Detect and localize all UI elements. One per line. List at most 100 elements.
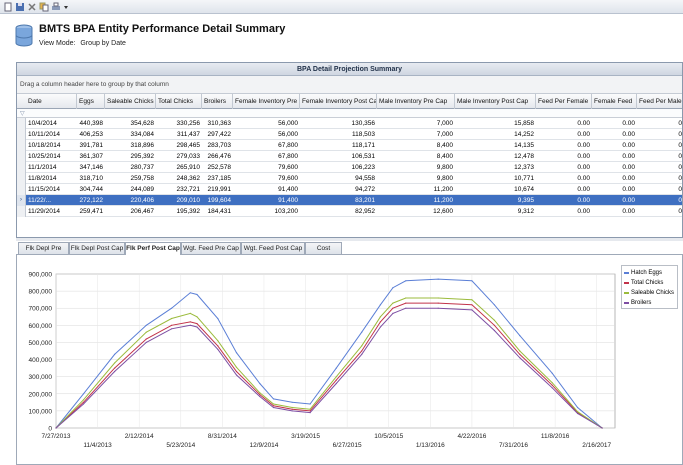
table-cell[interactable]: 248,362 — [176, 175, 201, 182]
table-cell[interactable]: 0 — [678, 208, 682, 215]
table-cell[interactable]: 9,800 — [436, 175, 453, 182]
table-row[interactable]: 10/11/2014 406,253 334,084 311,437 297,422 56… — [17, 129, 682, 140]
table-cell[interactable]: 0.00 — [622, 164, 635, 171]
table-cell[interactable]: 0.00 — [622, 175, 635, 182]
table-cell[interactable]: 0.00 — [577, 131, 590, 138]
column-header[interactable]: Female Feed — [592, 94, 637, 109]
column-header[interactable]: Eggs — [77, 94, 105, 109]
table-cell[interactable]: 118,171 — [351, 142, 375, 149]
table-cell[interactable]: 272,122 — [79, 197, 104, 204]
table-cell[interactable]: 79,600 — [278, 175, 298, 182]
splitter[interactable] — [16, 238, 683, 241]
table-cell[interactable]: 219,991 — [207, 186, 232, 193]
tab[interactable]: Cost — [305, 242, 342, 254]
table-cell[interactable]: 67,800 — [278, 153, 298, 160]
row-indicator[interactable]: › — [17, 195, 26, 206]
table-cell[interactable]: 440,398 — [79, 120, 104, 127]
table-cell[interactable]: 0.00 — [622, 186, 635, 193]
table-cell[interactable]: 11/22/... — [28, 197, 52, 204]
row-indicator[interactable] — [17, 140, 26, 151]
table-cell[interactable]: 310,363 — [207, 120, 232, 127]
table-cell[interactable]: 0 — [678, 142, 682, 149]
table-cell[interactable]: 283,703 — [207, 142, 232, 149]
table-cell[interactable]: 106,223 — [351, 164, 376, 171]
new-icon[interactable] — [3, 2, 13, 12]
table-cell[interactable]: 232,721 — [176, 186, 201, 193]
column-header[interactable]: Female Inventory Post Cap — [300, 94, 377, 109]
table-cell[interactable]: 318,896 — [130, 142, 155, 149]
table-cell[interactable]: 0 — [678, 120, 682, 127]
table-cell[interactable]: 195,392 — [176, 208, 201, 215]
table-cell[interactable]: 0.00 — [577, 197, 590, 204]
tab[interactable]: Wgt. Feed Pre Cap — [181, 242, 241, 254]
table-cell[interactable]: 406,253 — [79, 131, 104, 138]
save-icon[interactable] — [15, 2, 25, 12]
table-cell[interactable]: 11/29/2014 — [28, 208, 61, 215]
row-indicator[interactable] — [17, 162, 26, 173]
column-header[interactable]: Saleable Chicks — [105, 94, 156, 109]
table-cell[interactable]: 259,758 — [130, 175, 155, 182]
table-cell[interactable]: 8,400 — [436, 153, 453, 160]
table-row[interactable]: 11/1/2014 347,146 280,737 265,910 252,578 79,… — [17, 162, 682, 173]
table-cell[interactable]: 361,307 — [79, 153, 104, 160]
table-cell[interactable]: 9,800 — [436, 164, 453, 171]
table-cell[interactable]: 0.00 — [577, 186, 590, 193]
table-cell[interactable]: 7,000 — [436, 131, 453, 138]
table-cell[interactable]: 106,531 — [351, 153, 376, 160]
filter-icon[interactable]: ▽ — [20, 111, 25, 117]
table-row[interactable]: 10/4/2014 440,398 354,628 330,256 310,363 56,… — [17, 118, 682, 129]
column-header[interactable]: Feed Per Female — [536, 94, 592, 109]
table-cell[interactable]: 244,089 — [130, 186, 155, 193]
table-cell[interactable]: 265,910 — [176, 164, 201, 171]
table-cell[interactable]: 280,737 — [130, 164, 155, 171]
table-cell[interactable]: 94,558 — [355, 175, 375, 182]
row-indicator[interactable] — [17, 118, 26, 129]
table-cell[interactable]: 209,010 — [176, 197, 201, 204]
table-cell[interactable]: 298,465 — [176, 142, 201, 149]
table-cell[interactable]: 82,952 — [355, 208, 375, 215]
table-cell[interactable]: 0 — [678, 197, 682, 204]
table-cell[interactable]: 0.00 — [577, 120, 590, 127]
table-cell[interactable]: 0.00 — [622, 120, 635, 127]
table-cell[interactable]: 9,395 — [517, 197, 534, 204]
table-cell[interactable]: 220,406 — [130, 197, 155, 204]
table-cell[interactable]: 0 — [678, 131, 682, 138]
table-cell[interactable]: 354,628 — [130, 120, 155, 127]
table-row[interactable]: 11/15/2014 304,744 244,089 232,721 219,991 91… — [17, 184, 682, 195]
table-cell[interactable]: 11,200 — [433, 197, 453, 204]
table-cell[interactable]: 12,373 — [514, 164, 534, 171]
table-cell[interactable]: 0 — [678, 153, 682, 160]
copy-icon[interactable] — [39, 2, 49, 12]
group-panel[interactable]: Drag a column header here to group by th… — [17, 76, 682, 94]
table-row[interactable]: › 11/22/... 272,122 220,406 209,010 199,604 91… — [17, 195, 682, 206]
table-cell[interactable]: 11,200 — [433, 186, 453, 193]
column-header[interactable]: Female Inventory Pre Cap — [233, 94, 300, 109]
table-cell[interactable]: 83,201 — [355, 197, 375, 204]
table-cell[interactable]: 118,503 — [351, 131, 375, 138]
table-cell[interactable]: 91,400 — [278, 186, 298, 193]
table-cell[interactable]: 56,000 — [278, 131, 298, 138]
table-row[interactable]: 10/25/2014 361,307 295,392 279,033 266,476 67… — [17, 151, 682, 162]
table-cell[interactable]: 10/4/2014 — [28, 120, 57, 127]
print-icon[interactable] — [51, 2, 61, 12]
table-cell[interactable]: 391,781 — [79, 142, 104, 149]
table-cell[interactable]: 12,600 — [433, 208, 453, 215]
table-cell[interactable]: 67,800 — [278, 142, 298, 149]
table-cell[interactable]: 297,422 — [207, 131, 232, 138]
table-cell[interactable]: 10/11/2014 — [28, 131, 61, 138]
column-header[interactable]: Male Inventory Post Cap — [455, 94, 536, 109]
row-indicator[interactable] — [17, 173, 26, 184]
table-cell[interactable]: 10,674 — [514, 186, 534, 193]
table-cell[interactable]: 0.00 — [577, 153, 590, 160]
table-cell[interactable]: 304,744 — [79, 186, 104, 193]
table-cell[interactable]: 199,604 — [207, 197, 232, 204]
table-cell[interactable]: 11/8/2014 — [28, 175, 57, 182]
table-cell[interactable]: 10/18/2014 — [28, 142, 61, 149]
table-cell[interactable]: 8,400 — [436, 142, 453, 149]
table-cell[interactable]: 11/1/2014 — [28, 164, 57, 171]
table-cell[interactable]: 334,084 — [130, 131, 155, 138]
delete-icon[interactable] — [27, 2, 37, 12]
table-row[interactable]: 11/29/2014 259,471 206,467 195,392 184,431 10… — [17, 206, 682, 217]
row-indicator[interactable] — [17, 129, 26, 140]
table-cell[interactable]: 252,578 — [207, 164, 232, 171]
